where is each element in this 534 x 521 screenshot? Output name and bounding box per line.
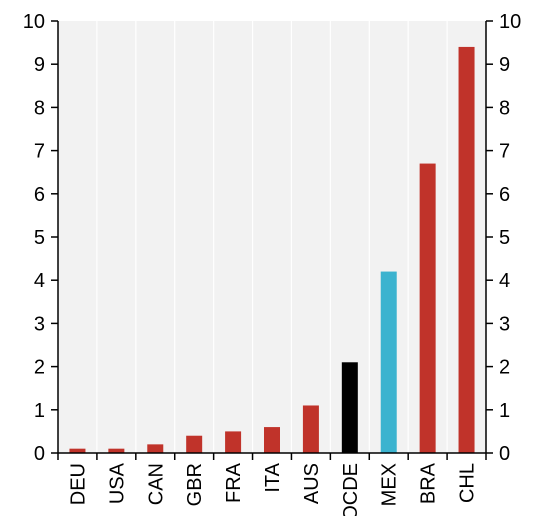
category-label-aus: AUS [301, 463, 323, 504]
category-label-can: CAN [145, 463, 167, 505]
y-tick-label-left: 10 [23, 11, 45, 33]
y-tick-label-left: 7 [34, 141, 45, 163]
y-tick-label-left: 6 [34, 184, 45, 206]
y-tick-label-right: 1 [499, 400, 510, 422]
category-label-gbr: GBR [184, 463, 206, 506]
category-label-group: BRA [418, 462, 440, 504]
bar-aus [302, 405, 319, 453]
bar-can [147, 444, 164, 453]
axes [51, 20, 493, 460]
y-tick-label-right: 3 [499, 313, 510, 335]
y-tick-label-left: 5 [34, 227, 45, 249]
bar-gbr [186, 435, 203, 453]
y-tick-label-right: 8 [499, 97, 510, 119]
y-tick-label-right: 9 [499, 54, 510, 76]
y-tick-label-left: 2 [34, 357, 45, 379]
category-label-deu: DEU [67, 463, 89, 505]
bars [69, 46, 475, 454]
plot-background [58, 21, 486, 453]
y-tick-label-left: 8 [34, 97, 45, 119]
y-tick-label-right: 4 [499, 270, 510, 292]
category-label-group: FRA [223, 462, 245, 503]
y-tick-label-right: 7 [499, 141, 510, 163]
category-label-group: CHL [457, 463, 479, 503]
category-label-bra: BRA [418, 462, 440, 504]
category-label-group: DEU [67, 463, 89, 505]
category-label-group: AUS [301, 463, 323, 504]
category-label-chl: CHL [457, 463, 479, 503]
category-label-group: CAN [145, 463, 167, 505]
y-tick-label-left: 1 [34, 400, 45, 422]
category-label-ita: ITA [262, 462, 284, 492]
y-tick-label-right: 0 [499, 443, 510, 465]
y-tick-label-right: 6 [499, 184, 510, 206]
category-label-group: ITA [262, 462, 284, 492]
y-tick-label-right: 5 [499, 227, 510, 249]
category-label-mex: MEX [379, 463, 401, 506]
y-tick-label-left: 3 [34, 313, 45, 335]
category-label-group: GBR [184, 463, 206, 506]
bar-bra [419, 163, 436, 453]
category-label-group: USA [106, 462, 128, 504]
y-tick-label-left: 0 [34, 443, 45, 465]
labels: 0 0 1 1 2 2 3 3 4 4 5 5 6 6 7 7 8 8 9 9 10 10 DEU USA CAN GBR FRA I… [23, 11, 522, 521]
bar-deu [69, 448, 86, 453]
category-label-fra: FRA [223, 462, 245, 503]
bar-ita [264, 427, 280, 453]
gridlines [96, 21, 448, 453]
y-tick-label-right: 10 [499, 11, 521, 33]
y-tick-label-left: 9 [34, 54, 45, 76]
bar-mex [380, 271, 397, 453]
category-label-group: MEX [379, 463, 401, 506]
category-label-ocde: OCDE [340, 463, 362, 516]
bar-fra [225, 431, 242, 453]
category-label-group: OCDE [340, 463, 362, 521]
y-tick-label-right: 2 [499, 357, 510, 379]
bar-chl [458, 46, 475, 454]
category-label-usa: USA [106, 462, 128, 504]
y-tick-label-left: 4 [34, 270, 45, 292]
bar-ocde [341, 362, 358, 453]
bar-usa [108, 448, 125, 453]
